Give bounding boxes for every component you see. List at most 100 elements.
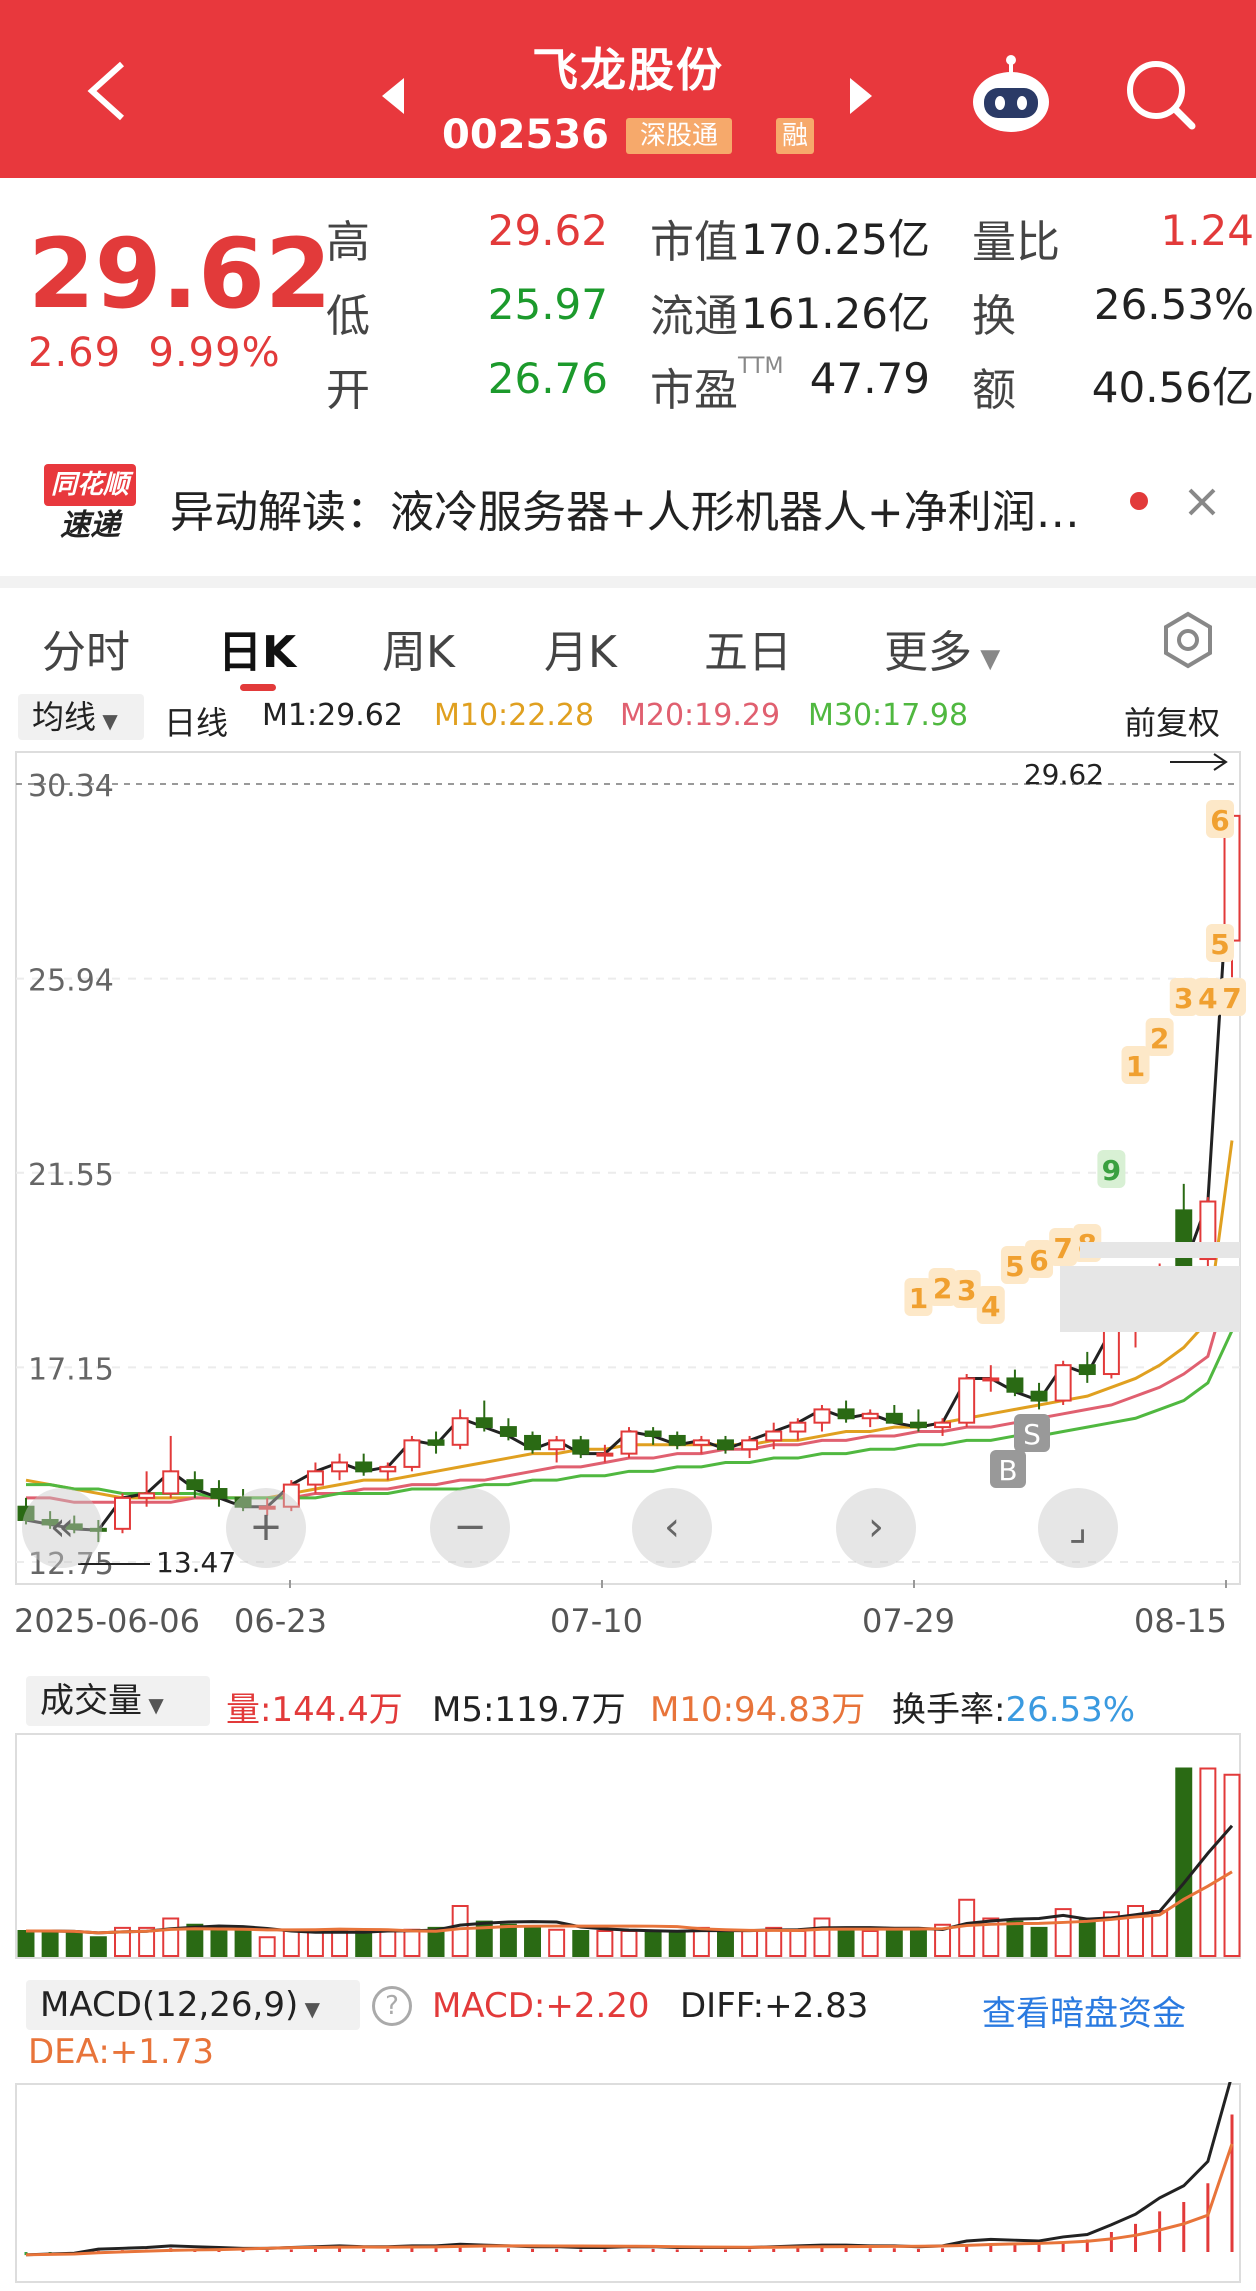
dropdown-arrow-icon: ▼: [972, 644, 1001, 674]
volume-bar: [1175, 1767, 1193, 1957]
volume-bar: [65, 1931, 83, 1957]
candle-body: [861, 1412, 879, 1420]
diff-line: [25, 2082, 1232, 2257]
volume-bar: [379, 1930, 397, 1957]
zoom-in-button[interactable]: +: [226, 1488, 306, 1568]
price-axis-label: 21.55: [28, 1158, 114, 1193]
volume-bar: [1078, 1917, 1096, 1957]
candle-body: [210, 1488, 228, 1499]
change-amount: 2.69: [28, 330, 122, 376]
candle-body: [403, 1439, 421, 1468]
candle-body: [620, 1430, 638, 1455]
help-icon[interactable]: ?: [372, 1986, 412, 2026]
volume-bar: [210, 1930, 228, 1957]
zoom-out-button[interactable]: −: [430, 1488, 510, 1568]
signal-badge: [1097, 1150, 1126, 1188]
robot-assistant-icon[interactable]: [966, 52, 1056, 136]
volume-value: 量:144.4万: [226, 1690, 403, 1730]
ma-line-m30: [26, 1330, 1234, 1500]
trade-signal-letter: S: [1023, 1418, 1041, 1451]
macd-dropdown[interactable]: MACD(12,26,9) ▼: [26, 1980, 360, 2030]
signal-number: 6: [1029, 1244, 1048, 1277]
candle-body: [114, 1496, 131, 1530]
signal-badge: [952, 1270, 981, 1308]
volume-bar: [596, 1930, 614, 1957]
adjust-mode[interactable]: 前复权: [1124, 704, 1221, 742]
volume-bar: [620, 1930, 638, 1957]
candle-body: [1054, 1364, 1072, 1402]
dropdown-arrow-icon: ▼: [96, 709, 118, 733]
candle-body: [451, 1417, 469, 1446]
close-icon[interactable]: [1184, 484, 1220, 520]
signal-number: 2: [1150, 1022, 1169, 1055]
volume-dropdown[interactable]: 成交量 ▼: [26, 1676, 210, 1726]
volume-m5-line: [26, 1824, 1234, 1935]
scroll-right-button[interactable]: ›: [836, 1488, 916, 1568]
turnover-value: 26.53%: [1005, 1690, 1136, 1730]
news-banner[interactable]: 同花顺 速递 异动解读：液冷服务器+人形机器人+净利润…: [0, 440, 1256, 564]
candle-body: [1006, 1377, 1024, 1393]
price-change: 2.69 9.99%: [28, 330, 281, 376]
ma-dropdown[interactable]: 均线 ▼: [18, 694, 144, 740]
tab-daily-k[interactable]: 日K: [218, 627, 297, 678]
volume-bar: [499, 1923, 517, 1957]
candle-body: [355, 1461, 373, 1473]
candle-body: [813, 1408, 831, 1424]
back-icon[interactable]: [80, 56, 140, 126]
tab-five-day[interactable]: 五日: [704, 627, 792, 678]
fullscreen-button[interactable]: ⌟: [1038, 1488, 1118, 1568]
diff-value: DIFF:+2.83: [680, 1986, 869, 2026]
zoom-out-full-button[interactable]: «: [22, 1488, 102, 1568]
candle-body: [934, 1421, 952, 1429]
volume-bar: [17, 1930, 35, 1957]
stock-code: 002536: [442, 112, 609, 158]
stock-name: 飞龙股份: [532, 43, 724, 97]
tab-weekly-k[interactable]: 周K: [382, 627, 455, 678]
next-stock-icon[interactable]: [846, 76, 876, 116]
low-annotation: 13.47: [156, 1546, 236, 1579]
volume-m10-line: [26, 1870, 1233, 1935]
signal-badge: [976, 1286, 1005, 1324]
volume-bar: [1199, 1767, 1217, 1957]
date-label: 06-23: [234, 1602, 327, 1640]
quote-label: 高: [326, 217, 370, 268]
turnover: 换手率:26.53%: [892, 1682, 1135, 1731]
quote-value: 40.56亿: [1091, 363, 1254, 412]
volume-m5: M5:119.7万: [432, 1690, 626, 1730]
current-price: 29.62: [28, 218, 332, 330]
signal-badge: [1169, 978, 1198, 1016]
volume-bar: [789, 1930, 807, 1957]
dark-pool-link[interactable]: 查看暗盘资金: [982, 1994, 1186, 2034]
scroll-left-button[interactable]: ‹: [632, 1488, 712, 1568]
volume-bar: [909, 1930, 927, 1957]
macd-chart[interactable]: [0, 2082, 1256, 2286]
signal-number: 9: [1102, 1154, 1121, 1187]
volume-bar: [524, 1926, 541, 1957]
candle-body: [17, 1505, 35, 1521]
ma-dropdown-label: 均线: [32, 698, 97, 736]
volume-bar: [934, 1923, 952, 1957]
search-icon[interactable]: [1124, 58, 1198, 132]
quote-label: 开: [326, 365, 370, 416]
chart-settings-icon[interactable]: [1158, 610, 1218, 670]
prev-stock-icon[interactable]: [378, 76, 408, 116]
volume-bar: [837, 1928, 855, 1957]
candle-body: [475, 1417, 493, 1429]
tab-monthly-k[interactable]: 月K: [544, 627, 617, 678]
candle-body: [644, 1430, 662, 1437]
candle-body: [186, 1479, 204, 1491]
volume-bar: [451, 1905, 469, 1957]
volume-bar: [765, 1926, 783, 1957]
volume-bar: [668, 1931, 686, 1957]
volume-chart[interactable]: [0, 1732, 1256, 1962]
date-label: 07-29: [862, 1602, 955, 1640]
volume-bar: [234, 1930, 252, 1957]
signal-number: 5: [1005, 1250, 1024, 1283]
volume-bar: [982, 1917, 1000, 1957]
tab-intraday[interactable]: 分时: [42, 627, 130, 678]
quote-value: 161.26亿: [741, 289, 930, 338]
quote-label: 市盈TTM: [650, 354, 784, 416]
tab-more[interactable]: 更多 ▼: [884, 616, 1000, 680]
signal-number: 3: [957, 1274, 976, 1307]
candlestick-chart[interactable]: 30.3425.9421.5517.1512.75123456789123456…: [0, 748, 1256, 1588]
